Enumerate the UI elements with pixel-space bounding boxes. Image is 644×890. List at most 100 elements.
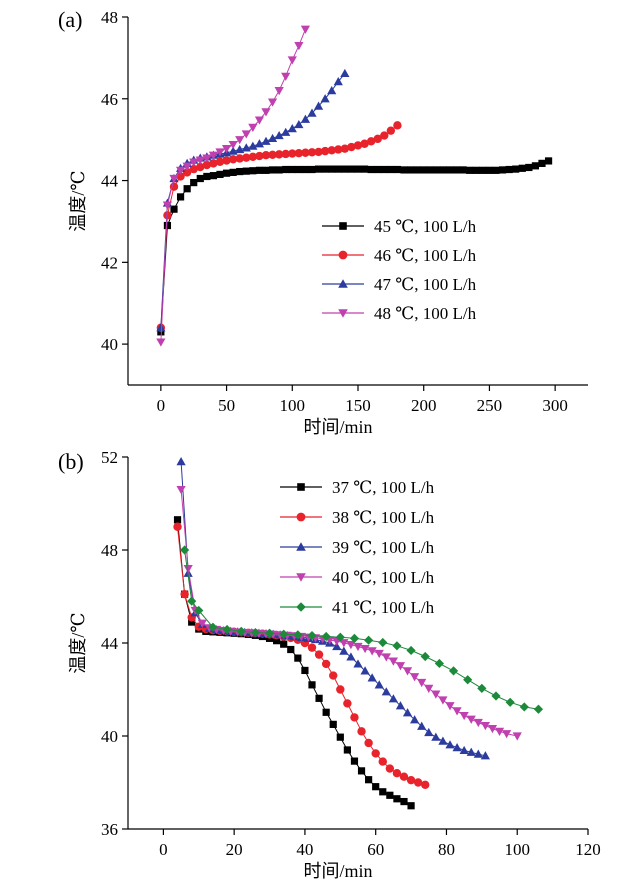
data-point [498,166,507,174]
data-point [249,167,257,175]
data-point [340,68,350,78]
data-point [487,724,498,734]
data-point [392,641,402,651]
data-point [189,158,199,167]
data-point [235,154,244,163]
data-point [491,691,501,701]
data-point [275,166,283,174]
data-point [262,166,270,174]
data-point [307,108,317,117]
data-point [459,166,467,174]
data-point [261,151,271,160]
data-point [235,136,245,145]
data-point [406,645,416,656]
data-point [327,86,337,95]
series-a-3 [156,68,350,332]
data-point [195,156,205,165]
data-point [533,704,544,714]
x-tick-label: 0 [157,396,166,415]
data-point [392,769,402,778]
legend-label: 38 ℃, 100 L/h [332,508,435,527]
data-point [402,708,413,717]
y-axis-title: 温度/℃ [68,170,88,231]
data-point [329,720,337,728]
data-point [320,146,330,156]
data-point [472,166,480,174]
data-point [477,683,487,693]
legend-label: 46 ℃, 100 L/h [374,246,477,265]
data-point [374,680,384,689]
data-point [446,166,454,174]
data-point [248,123,258,132]
data-point [321,165,329,173]
data-point [452,166,461,174]
data-point [463,675,473,685]
data-point [294,119,304,129]
data-point [287,56,297,65]
data-point [480,721,490,731]
legend-label: 45 ℃, 100 L/h [374,217,477,236]
data-point [400,797,408,806]
data-point [209,159,218,168]
data-point [525,163,533,172]
legend-marker [338,250,348,260]
data-point [332,641,342,651]
data-point [473,718,483,728]
data-point [236,167,244,176]
data-point [395,701,406,710]
data-point [274,150,284,159]
data-point [228,140,238,150]
data-point [187,596,197,606]
data-point [314,165,323,173]
data-point [339,639,349,648]
legend-marker [338,309,348,318]
data-point [162,201,173,210]
data-point [400,166,408,174]
data-point [473,749,483,758]
data-point [438,736,448,745]
data-point [248,152,258,162]
data-point [480,751,490,760]
data-point [163,211,172,220]
data-point [459,711,469,721]
data-point [321,659,331,669]
panel-label: (b) [58,449,84,474]
y-tick-label: 48 [101,8,118,27]
data-point [407,802,415,810]
y-tick-label: 46 [101,90,118,109]
data-point [300,25,311,34]
data-point [189,164,198,174]
data-point [399,772,409,781]
data-point [341,165,349,173]
data-point [353,141,363,150]
data-point [281,127,291,136]
data-point [261,108,271,117]
data-point [268,166,277,174]
data-point [307,630,317,641]
data-point [385,764,395,773]
data-point [328,165,336,173]
data-point [279,629,289,639]
series-a-1 [157,157,553,336]
data-point [406,166,415,174]
data-point [343,699,352,708]
data-point [222,156,231,165]
y-tick-label: 40 [101,727,118,746]
y-tick-label: 44 [101,634,119,653]
data-point [519,702,529,712]
data-point [202,160,212,170]
data-point [287,124,297,133]
panel-b-chart: 0 20 40 60 80 100 120 36 40 44 48 52 时间/min 温度/℃ (b) 37… [58,448,601,881]
data-point [282,165,290,174]
data-point [434,658,444,669]
data-point [431,690,441,699]
data-point [367,673,377,682]
data-point [353,659,363,668]
data-point [273,637,281,645]
data-point [254,116,265,125]
data-point [357,727,366,736]
data-point [417,721,427,730]
data-point [288,149,297,158]
x-tick-label: 50 [218,396,235,415]
